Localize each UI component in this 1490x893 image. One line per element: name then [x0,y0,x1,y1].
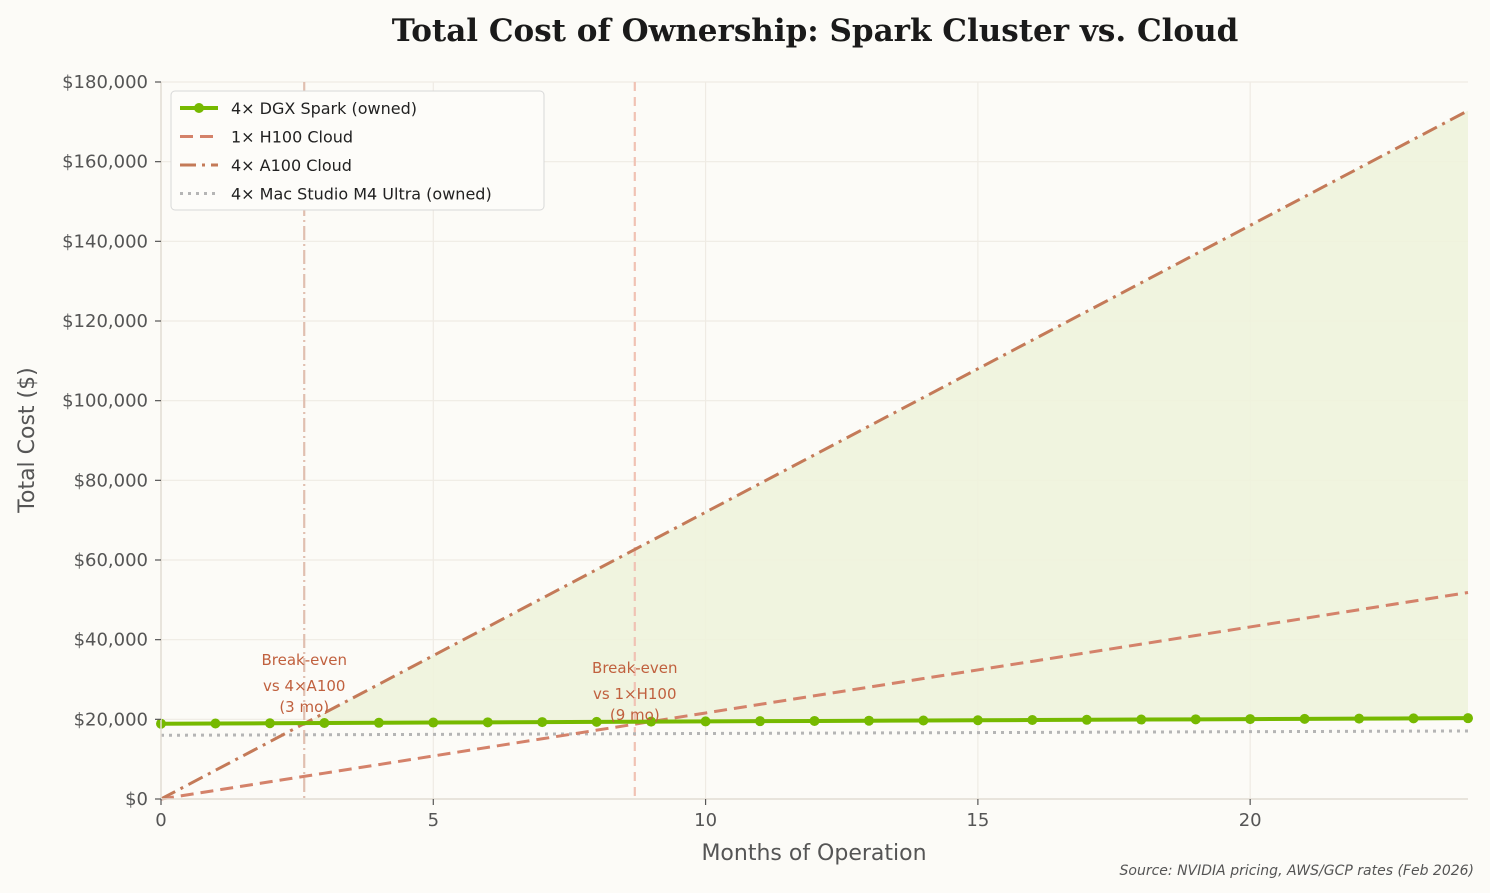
legend-label-0: 4× DGX Spark (owned) [231,99,417,118]
legend-label-2: 4× A100 Cloud [231,156,352,175]
data-point [1027,715,1038,726]
data-point [373,717,384,728]
chart-title: Total Cost of Ownership: Spark Cluster v… [392,13,1239,49]
y-tick-label: $100,000 [62,391,148,412]
data-point [319,718,330,729]
series-line-3 [160,729,1469,737]
data-point [1408,713,1419,724]
legend-label-1: 1× H100 Cloud [231,128,353,147]
data-point [755,716,766,727]
data-point [863,715,874,726]
data-point [537,717,548,728]
y-tick-label: $140,000 [62,231,148,252]
y-tick-label: $20,000 [74,709,148,730]
data-point [264,718,275,729]
y-tick-label: $80,000 [74,470,148,491]
break-even-label: Break-even [261,651,347,669]
data-point [482,717,493,728]
data-point [646,716,657,727]
data-point [591,716,602,727]
source-note: Source: NVIDIA pricing, AWS/GCP rates (F… [1120,863,1474,879]
y-tick-label: $40,000 [74,630,148,651]
break-even-label: Break-even [592,659,678,677]
break-even-label: (9 mo) [610,706,660,724]
y-tick-label: $0 [125,789,148,810]
data-point [918,715,929,726]
data-point [1190,714,1201,725]
legend-marker [194,103,204,113]
x-tick-label: 0 [155,810,166,831]
x-tick-label: 20 [1239,810,1262,831]
data-point [700,716,711,727]
break-even-label: vs 4×A100 [263,677,345,695]
y-tick-label: $60,000 [74,550,148,571]
data-point [1081,714,1092,725]
y-axis-label: Total Cost ($) [15,367,40,513]
data-point [809,715,820,726]
x-axis-label: Months of Operation [701,841,926,866]
data-point [210,718,221,729]
y-tick-label: $180,000 [62,72,148,93]
y-tick-label: $120,000 [62,311,148,332]
series-line-1 [160,591,1469,801]
data-point [1463,713,1473,724]
break-even-label: vs 1×H100 [593,685,676,703]
x-tick-label: 10 [694,810,717,831]
y-tick-label: $160,000 [62,152,148,173]
x-tick-label: 5 [428,810,439,831]
x-tick-label: 15 [966,810,989,831]
data-point [1245,714,1256,725]
data-point [1299,713,1310,724]
legend-label-3: 4× Mac Studio M4 Ultra (owned) [231,185,492,204]
data-point [1354,713,1365,724]
data-point [972,715,983,726]
legend-box [170,90,545,211]
data-point [1136,714,1147,725]
data-point [428,717,439,728]
break-even-label: (3 mo) [279,698,329,716]
